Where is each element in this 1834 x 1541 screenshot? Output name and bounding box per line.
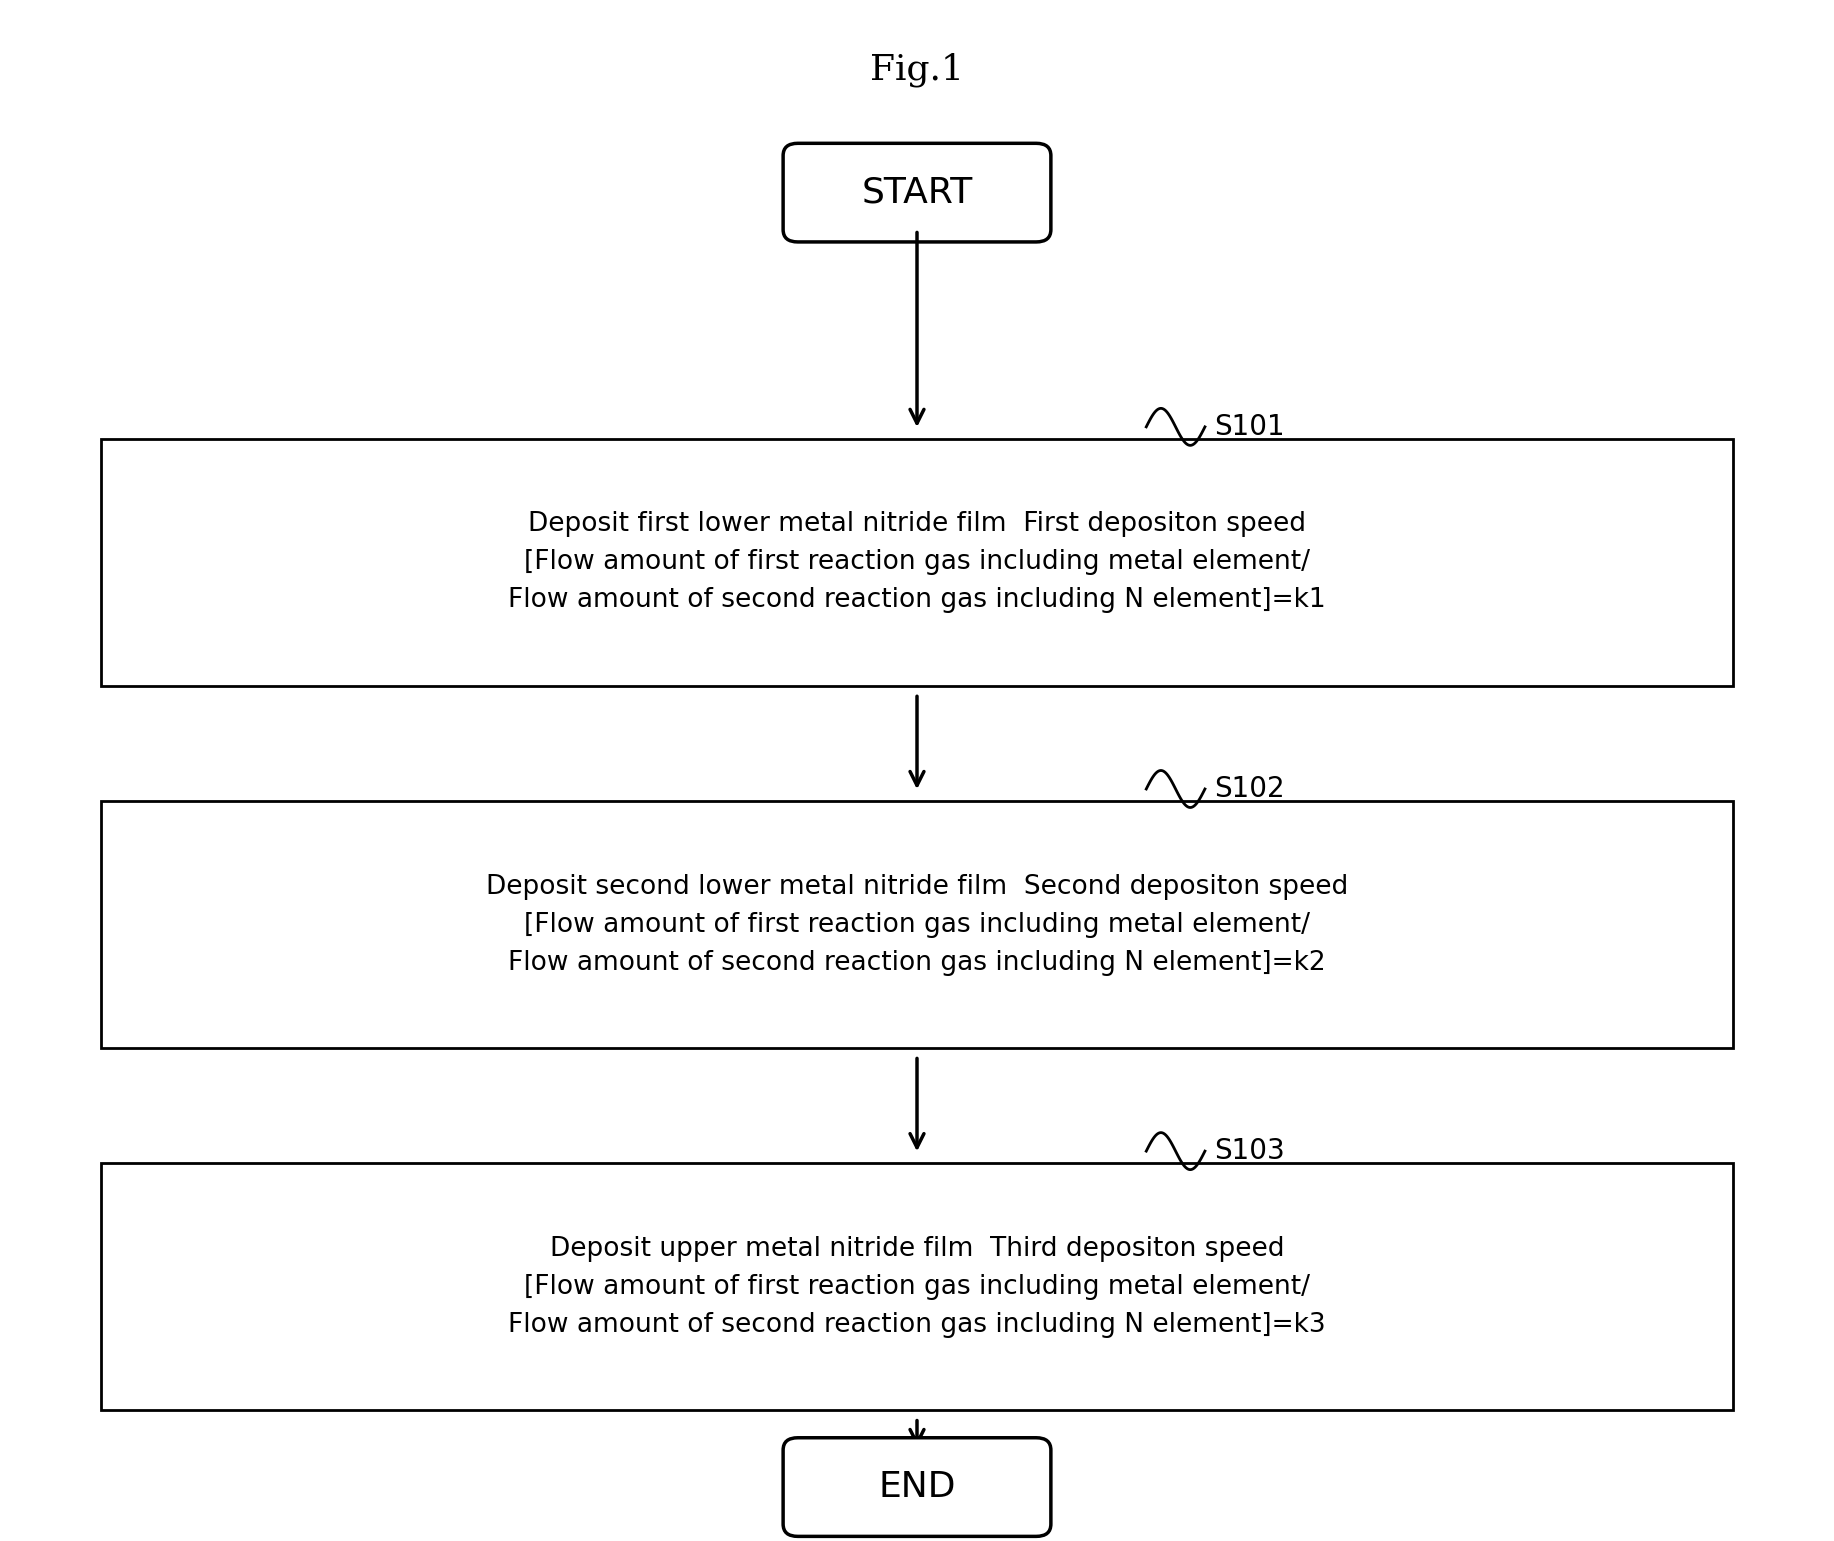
Text: Deposit first lower metal nitride film  First depositon speed
[Flow amount of fi: Deposit first lower metal nitride film F…	[508, 512, 1326, 613]
Text: S101: S101	[1214, 413, 1286, 441]
Text: Deposit second lower metal nitride film  Second depositon speed
[Flow amount of : Deposit second lower metal nitride film …	[486, 874, 1348, 975]
FancyBboxPatch shape	[101, 1163, 1733, 1410]
Text: Fig.1: Fig.1	[869, 52, 965, 86]
Text: END: END	[878, 1470, 956, 1504]
FancyBboxPatch shape	[783, 143, 1051, 242]
Text: Deposit upper metal nitride film  Third depositon speed
[Flow amount of first re: Deposit upper metal nitride film Third d…	[508, 1236, 1326, 1338]
FancyBboxPatch shape	[101, 801, 1733, 1048]
Text: S102: S102	[1214, 775, 1286, 803]
Text: START: START	[862, 176, 972, 210]
Text: S103: S103	[1214, 1137, 1286, 1165]
FancyBboxPatch shape	[101, 439, 1733, 686]
FancyBboxPatch shape	[783, 1438, 1051, 1536]
